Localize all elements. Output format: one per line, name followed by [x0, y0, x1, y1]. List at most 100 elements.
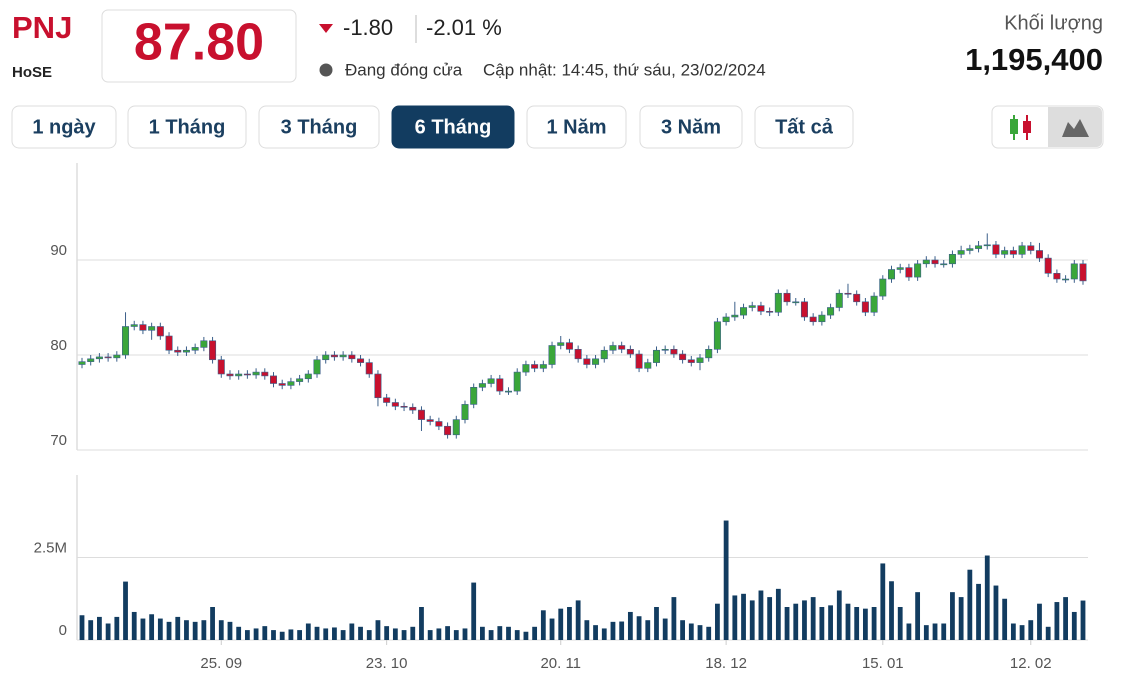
volume-bar [105, 623, 111, 640]
candle-body [626, 348, 634, 355]
candle-body [983, 244, 991, 247]
volume-bar [906, 623, 912, 640]
volume-bar [497, 626, 503, 640]
volume-bar [1054, 602, 1060, 640]
range-button[interactable] [639, 105, 743, 149]
volume-bar [880, 563, 886, 640]
volume-bar [836, 590, 842, 640]
volume-bar [279, 631, 285, 640]
range-buttons: 1 ngày 1 Tháng 3 Tháng 6 Tháng 1 Năm 3 Năm Tất… [11, 105, 854, 149]
volume-bar [1002, 598, 1008, 640]
candle-body [304, 373, 312, 380]
volume-bar [201, 620, 207, 640]
volume-bar [419, 607, 424, 640]
range-button[interactable] [391, 105, 515, 149]
x-tick-label: 23. 10 [366, 655, 408, 672]
candle-body [713, 321, 721, 350]
candle-body [740, 307, 748, 316]
candle-body [679, 353, 687, 361]
volume-bar [384, 626, 390, 640]
volume-bar [540, 610, 546, 640]
volume: 1,195,400 [965, 42, 1103, 77]
candle-body [722, 316, 730, 323]
candle-body [1018, 245, 1026, 255]
candle-body [226, 373, 234, 377]
volume-bar [1037, 603, 1042, 640]
candle-body [252, 371, 260, 376]
updated: Cập nhật: 14:45, thứ sáu, 23/02/2024 [483, 60, 766, 79]
icon [1010, 119, 1018, 134]
volume-bar [532, 626, 538, 640]
volume-bar [184, 620, 189, 640]
candle-body [287, 381, 295, 386]
candle-body [348, 354, 356, 360]
volume-bar [758, 590, 764, 640]
volume-bar [332, 627, 337, 640]
icon [1023, 121, 1031, 133]
x-tick-label: 18. 12 [705, 655, 747, 672]
volume-bar [654, 607, 659, 640]
range-button[interactable] [526, 105, 627, 149]
volume-bar [288, 629, 294, 640]
candle-body [687, 359, 695, 363]
candle-body [165, 335, 173, 351]
change-pct: -2.01 % [426, 15, 502, 40]
candle-body [435, 421, 443, 427]
candle-body [853, 293, 861, 303]
volume-bar [567, 607, 572, 640]
range-button[interactable] [754, 105, 854, 149]
candle-body [940, 263, 948, 266]
exchange: HoSE [12, 64, 52, 81]
volume-bar [358, 626, 363, 640]
range-button[interactable] [127, 105, 247, 149]
candle-body [905, 267, 913, 278]
range-button[interactable] [258, 105, 380, 149]
volume-bar [558, 608, 564, 640]
candle-body [461, 404, 469, 420]
range-button-label: Tất cả [775, 116, 834, 138]
volume-bar [819, 607, 825, 640]
volume-bar [897, 607, 903, 640]
candle-body [191, 347, 199, 351]
volume-bar [950, 592, 955, 640]
range-button[interactable] [11, 105, 117, 149]
y-tick-label: 2.5M [34, 539, 67, 556]
volume-bar [584, 620, 590, 640]
candle-body [931, 259, 939, 265]
candle-body [383, 397, 391, 403]
volume-bar [793, 603, 799, 640]
candle-body [922, 259, 930, 265]
volume-bar [741, 593, 746, 640]
volume-bar [297, 630, 303, 640]
volume-bar [131, 611, 137, 640]
volume-bar [410, 626, 416, 640]
volume-bar [697, 625, 703, 640]
volume-bar [236, 626, 242, 640]
candle-body [104, 356, 112, 359]
x-tick-label: 12. 02 [1010, 655, 1052, 672]
candle-body [531, 364, 539, 369]
candle-body [478, 383, 486, 388]
candle-body [365, 362, 373, 375]
candle-body [1009, 250, 1017, 255]
candle-body [557, 342, 565, 346]
volume-bar [828, 605, 833, 640]
candle-body [139, 324, 147, 331]
area-button[interactable] [1048, 107, 1102, 147]
volume-bar [549, 618, 555, 640]
volume-bar [732, 595, 738, 640]
volume-bar [175, 616, 181, 640]
symbol: PNJ [12, 10, 72, 45]
candle-body [296, 378, 304, 382]
volume-bar [123, 581, 128, 640]
chart-toggle [991, 105, 1104, 149]
candle-body [278, 383, 286, 386]
candle-body [426, 419, 434, 422]
candle-body [1027, 245, 1035, 251]
volume-bar [601, 628, 607, 640]
range-button-label: 3 Tháng [281, 116, 358, 138]
candle-body [670, 348, 678, 355]
candle-body [513, 371, 521, 392]
volume-bar [157, 618, 163, 640]
volume-bar [488, 630, 494, 640]
